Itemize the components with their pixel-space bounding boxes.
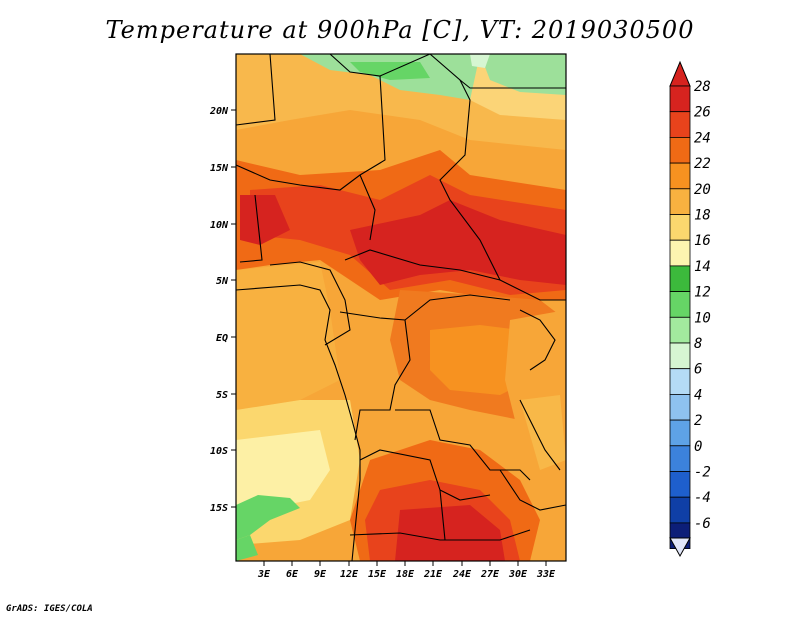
colorbar-swatch [669,162,691,190]
colorbar-swatch [669,111,691,138]
lon-label: 33E [536,569,556,580]
colorbar-swatch [669,239,691,267]
lon-label: 30E [508,569,528,580]
colorbar-label: -2 [694,465,711,481]
colorbar-swatch [669,265,691,292]
country-borders [236,54,566,561]
lat-label: 10N [210,220,229,231]
longitude-labels: 3E 6E 9E 12E 15E 18E 21E 24E 27E 30E 33E [257,569,556,580]
colorbar-swatch [669,471,691,498]
lat-label: 10S [210,446,228,457]
colorbar-label: 0 [694,439,702,455]
colorbar-label: 4 [694,387,702,403]
colorbar-swatch [669,136,691,164]
lat-label: 20N [209,106,229,117]
lat-label: EQ [216,333,228,344]
lat-label: 15S [210,503,228,514]
colorbar-label: 24 [694,130,711,146]
colorbar-label: -4 [694,490,711,506]
colorbar-swatch [669,188,691,215]
colorbar-label: 26 [694,105,711,121]
lon-label: 9E [314,569,327,580]
lon-label: 6E [286,569,299,580]
colorbar-top-arrow [669,60,691,87]
lat-label: 15N [210,163,229,174]
latitude-labels: 20N 15N 10N 5N EQ 5S 10S 15S [209,106,229,514]
credit-label: GrADS: IGES/COLA [6,604,93,614]
axis-ticks [231,109,547,566]
lon-label: 21E [423,569,443,580]
colorbar-label: 6 [694,362,702,378]
colorbar-swatch [669,316,691,344]
colorbar-label: 10 [694,310,711,326]
temperature-field [236,54,566,561]
lat-label: 5N [216,276,229,287]
lon-label: 12E [340,569,359,580]
colorbar-swatch [669,368,691,395]
colorbar-swatch [669,342,691,370]
colorbar-swatch [669,445,691,472]
colorbar-swatch [669,496,691,524]
colorbar-label: 20 [694,182,711,198]
colorbar-label: 18 [694,208,711,224]
colorbar-bottom-arrow [669,537,691,558]
lon-label: 18E [396,569,415,580]
lon-label: 27E [480,569,500,580]
colorbar-label: 16 [694,233,711,249]
chart-title: Temperature at 900hPa [C], VT: 201903050… [105,16,695,44]
colorbar-swatch [669,419,691,447]
lon-label: 24E [452,569,472,580]
colorbar-swatch [669,85,691,113]
lat-label: 5S [216,390,228,401]
colorbar-label: 8 [694,336,702,352]
colorbar-label: 2 [694,413,702,429]
colorbar-swatch [669,393,691,421]
colorbar-label: -6 [694,516,711,532]
lon-label: 3E [257,569,271,580]
colorbar-label: 28 [694,79,711,95]
lon-label: 15E [368,569,387,580]
colorbar-label: 14 [694,259,711,275]
colorbar-label: 22 [694,156,711,172]
colorbar-swatch [669,291,691,318]
map-frame [235,53,567,562]
colorbar-label: 12 [694,285,711,301]
colorbar-swatch [669,214,691,241]
